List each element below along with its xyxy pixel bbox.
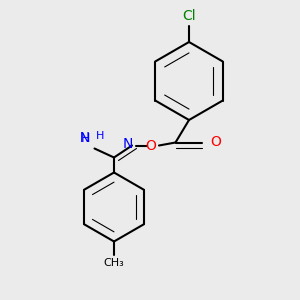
Text: O: O [210, 136, 221, 149]
Text: N: N [123, 137, 134, 151]
Text: H: H [96, 131, 104, 141]
Text: H: H [81, 133, 90, 146]
Text: CH₃: CH₃ [103, 258, 124, 268]
Text: O: O [145, 139, 156, 152]
Text: N: N [71, 131, 90, 146]
Text: Cl: Cl [182, 8, 196, 22]
